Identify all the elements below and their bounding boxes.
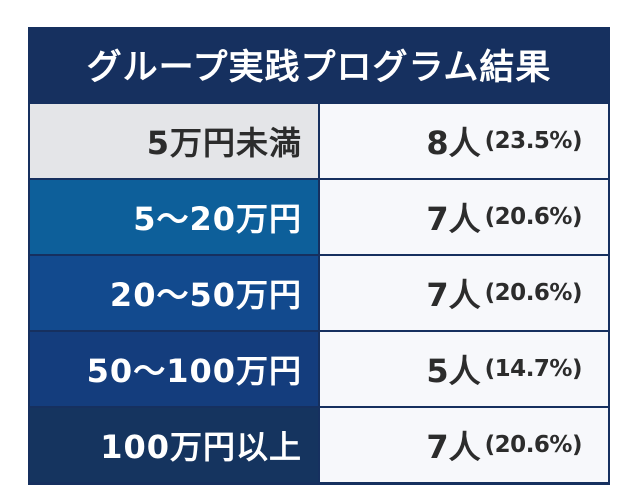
table-row: 50～100万円 5人 (14.7%) (30, 332, 608, 406)
result-value: 7人 (20.6%) (320, 180, 608, 254)
table-row: 20～50万円 7人 (20.6%) (30, 256, 608, 330)
percentage: (20.6%) (484, 280, 583, 306)
result-value: 7人 (20.6%) (320, 408, 608, 482)
people-count: 5人 (426, 352, 481, 390)
amount-range-label: 100万円以上 (30, 408, 318, 482)
result-value: 8人 (23.5%) (320, 104, 608, 178)
table-title: グループ実践プログラム結果 (86, 48, 552, 88)
people-count: 7人 (426, 276, 481, 314)
amount-range-label: 5万円未満 (30, 104, 318, 178)
result-value: 5人 (14.7%) (320, 332, 608, 406)
percentage: (23.5%) (484, 128, 583, 154)
percentage: (14.7%) (484, 356, 583, 382)
results-table: グループ実践プログラム結果 5万円未満 8人 (23.5%) 5～20万円 7人… (28, 27, 610, 485)
amount-range-label: 50～100万円 (30, 332, 318, 406)
table-row: 100万円以上 7人 (20.6%) (30, 408, 608, 482)
people-count: 8人 (426, 124, 481, 162)
table-row: 5万円未満 8人 (23.5%) (30, 104, 608, 178)
amount-range-label: 5～20万円 (30, 180, 318, 254)
percentage: (20.6%) (484, 204, 583, 230)
people-count: 7人 (426, 200, 481, 238)
amount-range-label: 20～50万円 (30, 256, 318, 330)
table-row: 5～20万円 7人 (20.6%) (30, 180, 608, 254)
result-value: 7人 (20.6%) (320, 256, 608, 330)
people-count: 7人 (426, 428, 481, 466)
percentage: (20.6%) (484, 432, 583, 458)
